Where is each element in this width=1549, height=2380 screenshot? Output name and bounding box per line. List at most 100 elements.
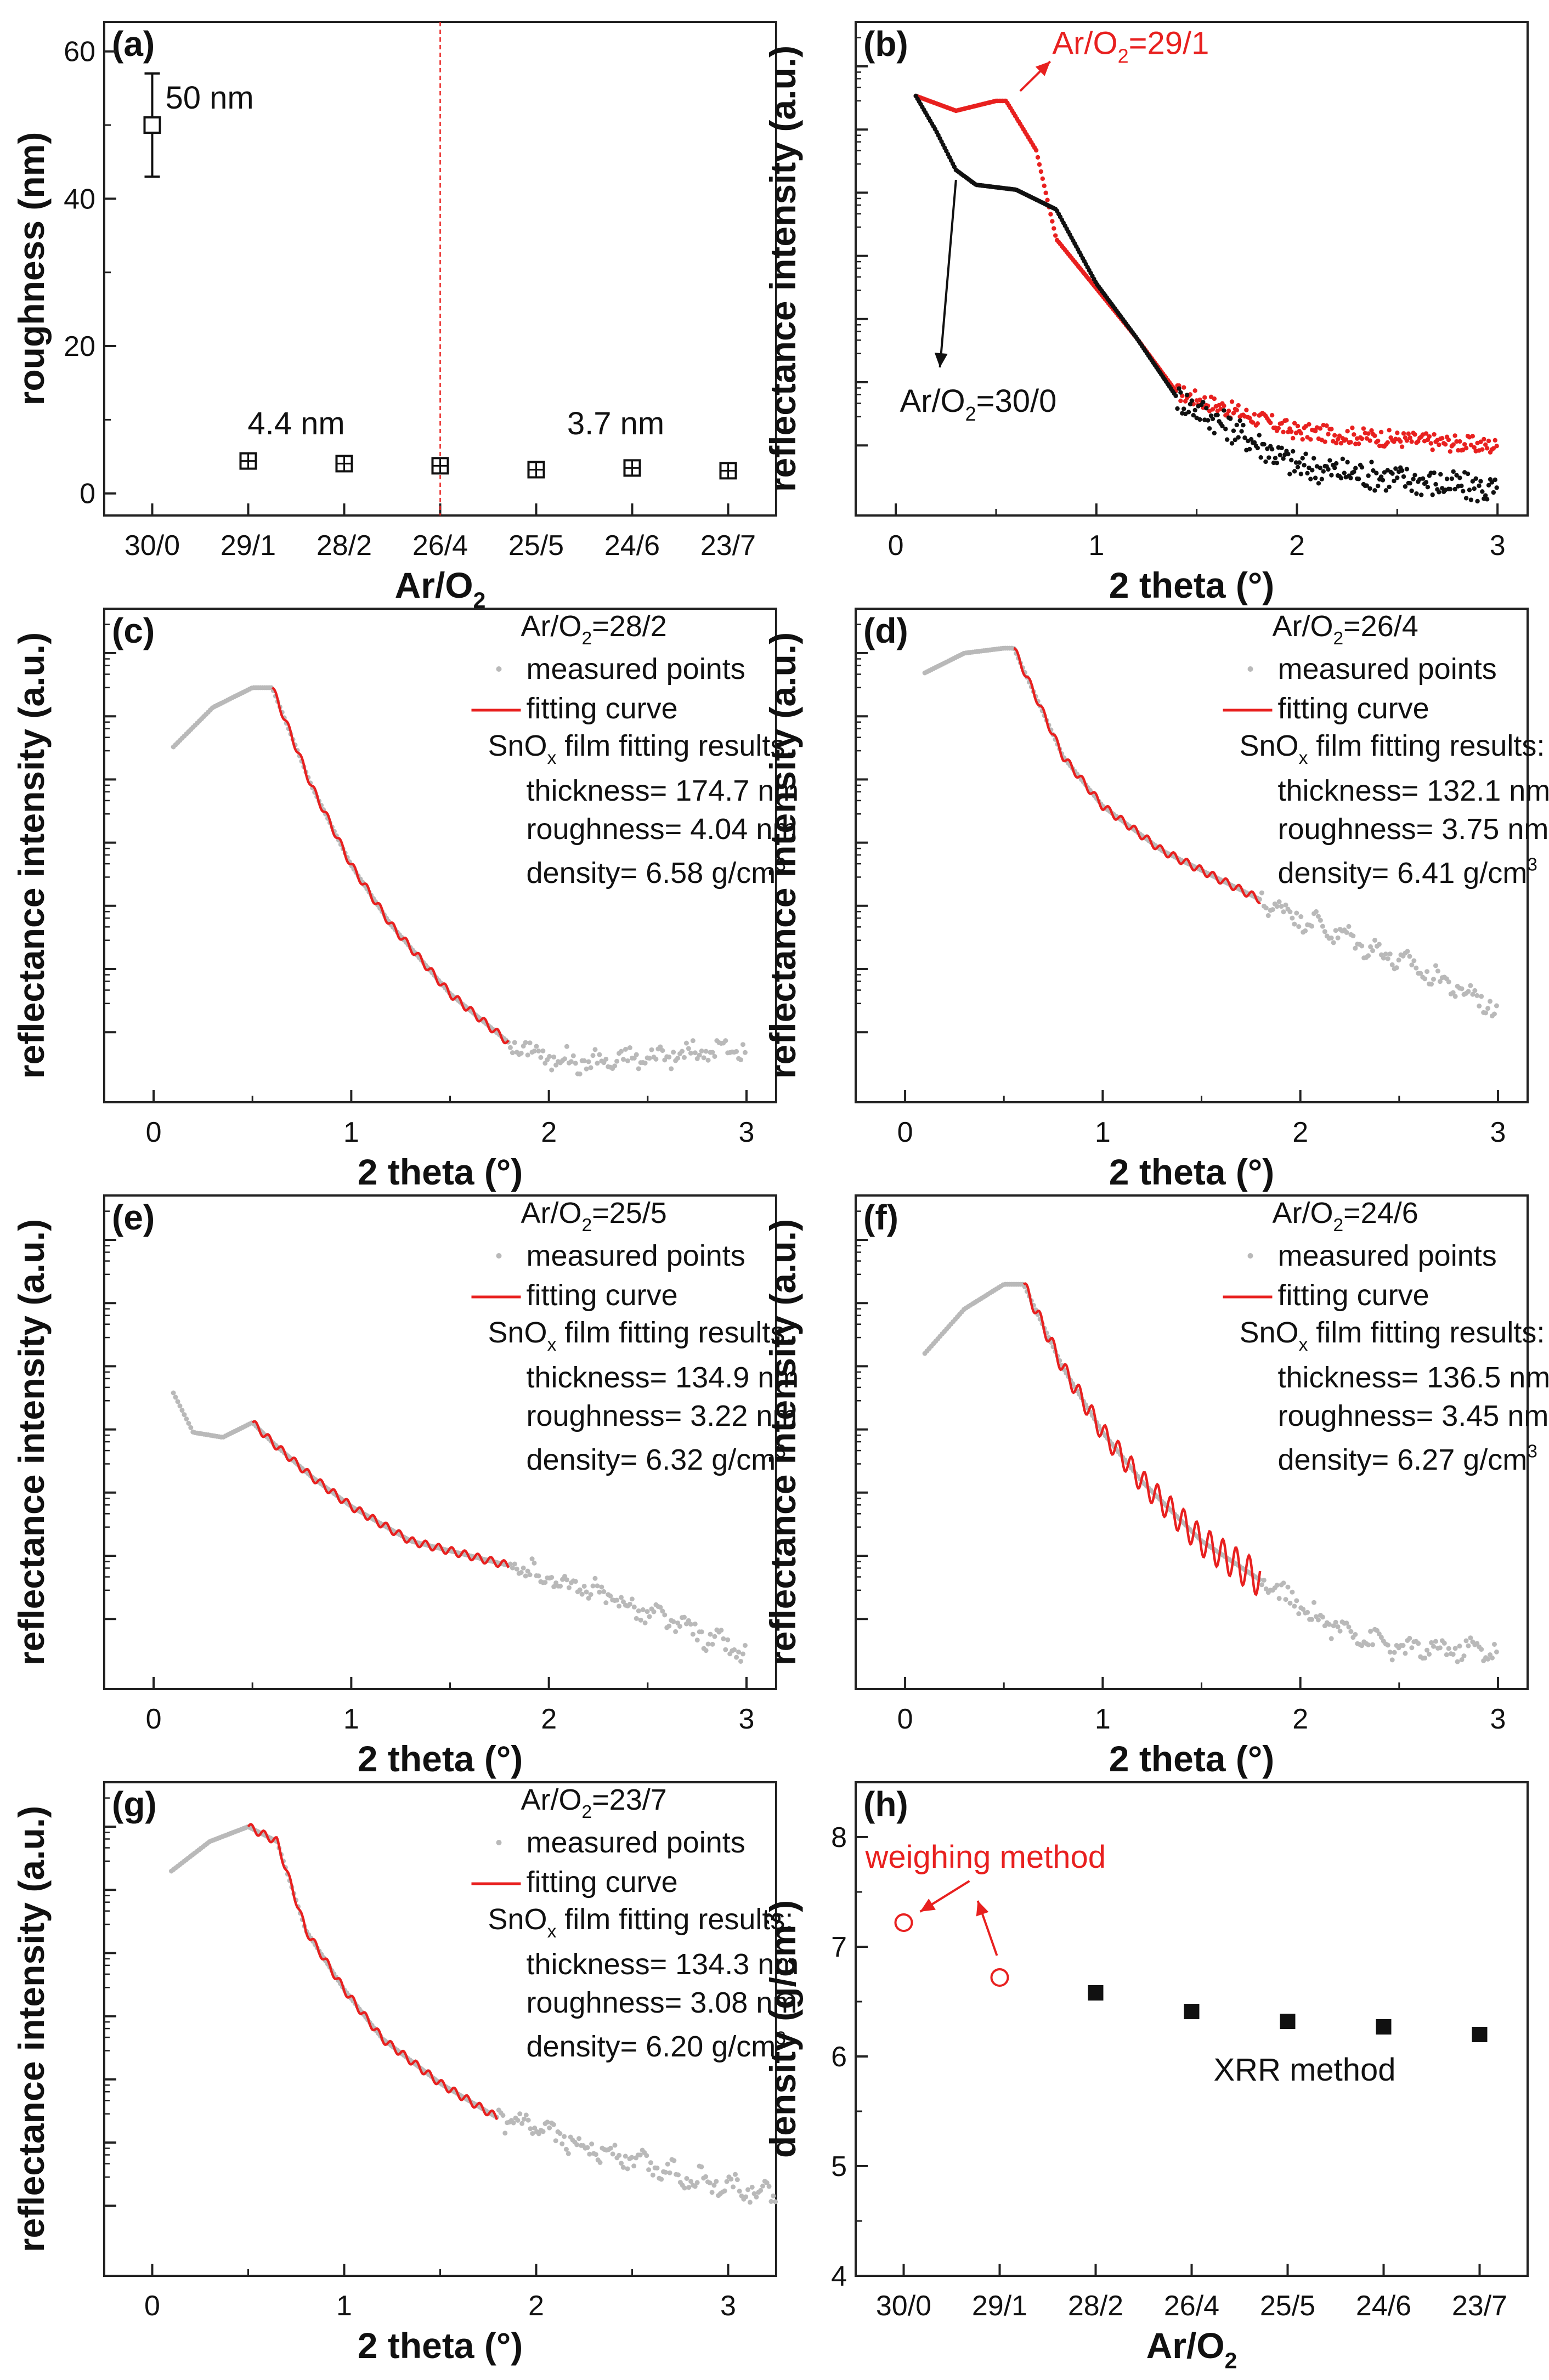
data-point-black [1295,464,1301,470]
measured-point [681,1055,687,1060]
measured-point [592,1047,598,1052]
xrr-point [1184,2004,1200,2019]
measured-point [662,1612,668,1618]
data-point-black [1353,466,1358,471]
measured-point [642,1061,648,1066]
data-point-black [1192,407,1197,413]
x-tick-label: 23/7 [1452,2290,1507,2322]
measured-point [1405,949,1410,954]
data-point-black [1477,483,1482,489]
measured-point [669,1066,674,1072]
measured-point [608,2145,613,2151]
measured-point [511,2120,516,2126]
panel-g: (g) 0 1 2 3 2 theta (°) reflectance intensity … [11,1781,799,2366]
measured-point [597,1589,602,1595]
panel-b: (b) 0 1 2 3 2 theta (°) reflectance intensity … [762,21,1529,605]
measured-point [1333,1619,1338,1625]
measured-point [768,2198,774,2204]
measured-point [645,1609,650,1614]
measured-point [623,2154,628,2159]
data-point-black [1369,460,1374,464]
measured-point [584,1589,589,1595]
data-point-black [1387,484,1392,490]
measured-point [603,1600,609,1606]
legend-heading-part: x [547,1335,557,1355]
panel-label: (h) [863,1784,908,1824]
data-point-red [1451,442,1456,447]
data-point-red [1183,399,1188,404]
measured-point [502,2130,508,2136]
legend-density: density= 6.27 g/cm3 [1278,1441,1537,1476]
legend-condition: Ar/O2=26/4 [1273,610,1418,649]
x-axis-label: Ar/O2 [1146,2325,1237,2373]
legend-density-part: 3 [1527,1441,1537,1461]
data-point-black [1203,406,1209,411]
measured-point [686,1046,691,1051]
x-tick-label: 0 [897,1117,913,1148]
data-point-red [1335,437,1341,442]
data-point-black [1273,456,1278,461]
measured-point [563,2146,569,2152]
data-point-black [1486,483,1491,488]
data-point-black [1420,476,1426,481]
measured-point [1326,1622,1332,1627]
legend-heading: SnOx film fitting results: [488,1903,794,1942]
measured-point [1485,1656,1491,1662]
data-point-red [1430,447,1435,452]
measured-point [688,2179,694,2184]
measured-point [601,1589,607,1594]
data-point-black [1407,480,1412,486]
data-point-red [1446,437,1451,443]
measured-point [667,2170,672,2175]
measured-point [1468,1635,1473,1641]
data-point-black [1409,488,1414,494]
measured-point [1265,913,1271,919]
data-point-black [1418,492,1424,497]
legend-thickness: thickness= 132.1 nm [1278,774,1549,807]
measured-point [1383,951,1388,957]
measured-point [649,1047,654,1052]
annotation-arrow-head [920,1899,936,1912]
legend-density-part: density= 6.27 g/cm [1278,1443,1528,1476]
data-point-red [1427,434,1432,439]
fitting-curve [1013,647,1261,904]
data-point-black [1376,484,1381,489]
legend-heading-part: SnO [488,1316,547,1349]
measured-point [549,1067,555,1073]
measured-point [1368,944,1373,949]
data-point-black [1225,437,1230,442]
measured-point [636,1608,641,1614]
legend-heading: SnOx film fitting results: [488,729,794,768]
measured-point [623,1046,628,1052]
data-point-red [1244,407,1249,412]
measured-point [547,1053,552,1059]
measured-point [1309,1617,1315,1622]
measured-point [673,1629,679,1634]
data-point-red [1250,420,1256,425]
measured-point [592,1576,598,1581]
legend-heading-part: SnO [1240,729,1299,762]
measured-point [514,1566,519,1572]
data-point-black [1303,451,1308,456]
measured-point [517,2111,523,2117]
data-point-red [1457,439,1462,444]
measured-point [177,1403,183,1409]
data-point-black [1316,481,1321,486]
measured-point [608,1593,613,1599]
measured-point [579,1591,585,1597]
data-point-black [1311,456,1316,461]
measured-point [1446,979,1451,984]
measured-point [1407,954,1412,959]
measured-point [676,2172,681,2178]
legend-heading-part: SnO [488,729,547,762]
legend-condition-part: =23/7 [592,1783,667,1816]
x-tick-label: 28/2 [1068,2290,1123,2322]
measured-point [564,1577,569,1583]
x-tick-label: 3 [720,2290,736,2322]
measured-point [1389,962,1395,967]
measured-point [510,1565,515,1571]
x-tick-label: 23/7 [700,530,756,562]
legend-condition: Ar/O2=24/6 [1273,1197,1418,1236]
x-tick-label: 2 [1292,1703,1308,1735]
data-point-black [1265,446,1270,451]
